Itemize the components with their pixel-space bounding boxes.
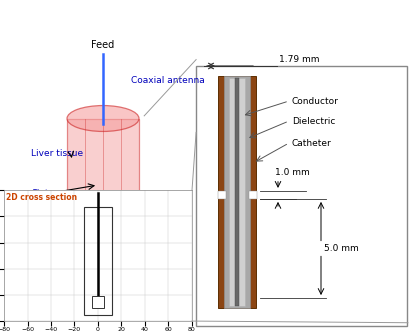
Bar [235, 78, 239, 306]
Bar [249, 191, 257, 199]
Bar [196, 66, 407, 326]
Text: 2D cross section: 2D cross section [7, 193, 77, 202]
Bar [224, 76, 250, 308]
Bar [218, 191, 226, 199]
Text: 5.0 mm: 5.0 mm [324, 244, 359, 253]
Ellipse shape [67, 211, 139, 236]
Text: 1.0 mm: 1.0 mm [275, 168, 310, 177]
Text: Feed: Feed [91, 39, 115, 50]
Text: Slot: Slot [31, 188, 49, 198]
Bar [67, 118, 139, 223]
Bar [84, 207, 112, 314]
Bar [229, 78, 245, 306]
Text: 1.79 mm: 1.79 mm [279, 55, 319, 64]
Ellipse shape [67, 106, 139, 131]
Text: Conductor: Conductor [292, 97, 339, 106]
Text: Liver tissue: Liver tissue [31, 149, 83, 158]
Text: Catheter: Catheter [292, 138, 332, 148]
Text: Dielectric: Dielectric [292, 117, 335, 125]
Bar [92, 296, 104, 308]
Text: Coaxial antenna: Coaxial antenna [131, 76, 205, 85]
Bar [218, 76, 256, 308]
